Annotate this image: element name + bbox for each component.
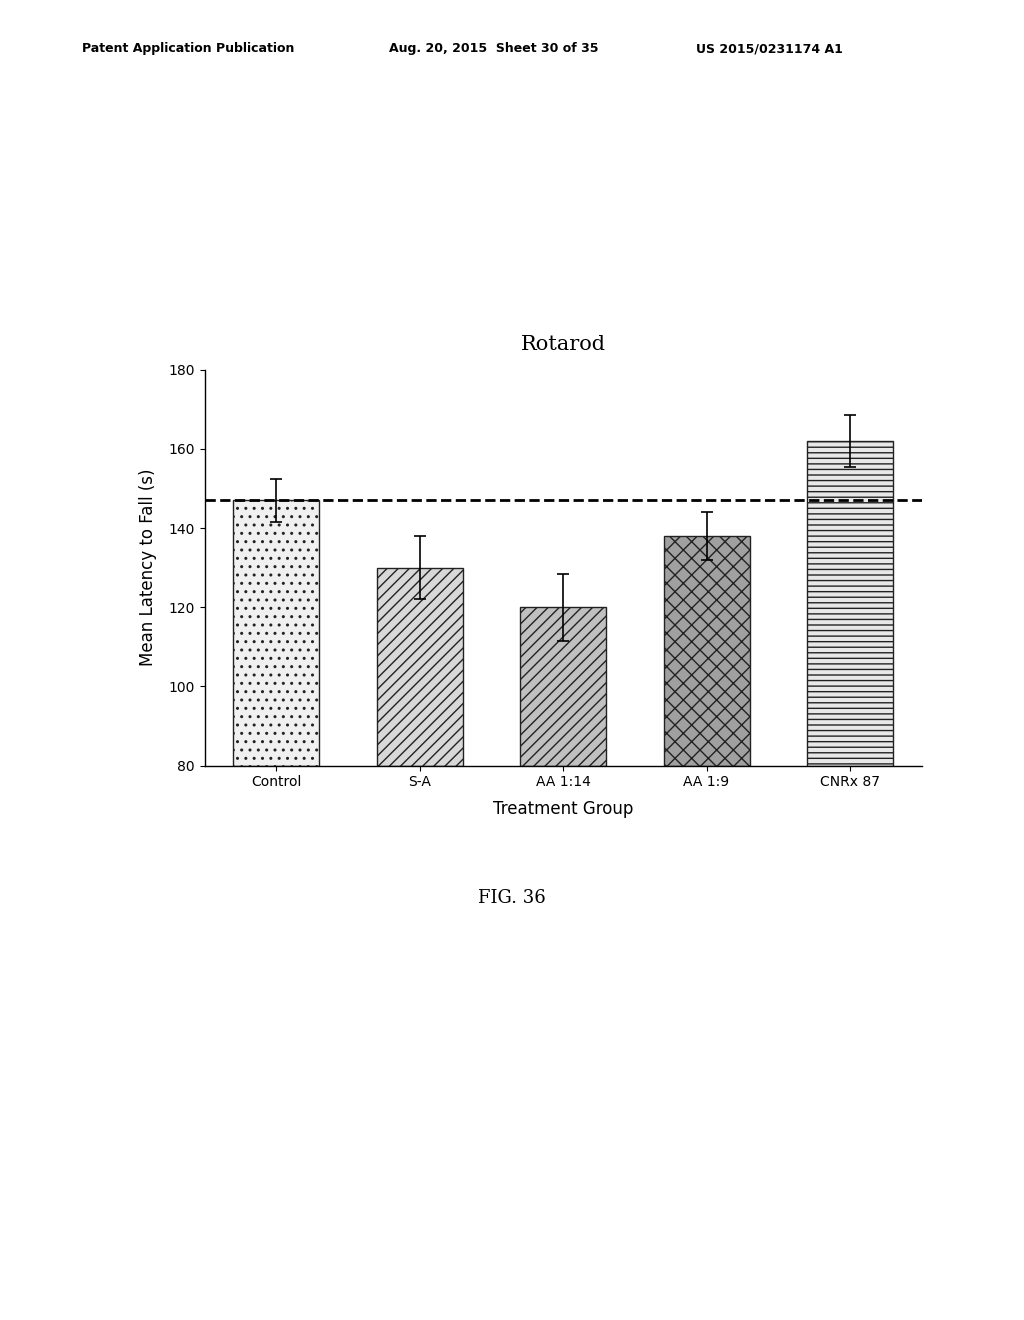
Bar bbox=[807, 441, 893, 766]
Bar bbox=[520, 607, 606, 766]
Text: Aug. 20, 2015  Sheet 30 of 35: Aug. 20, 2015 Sheet 30 of 35 bbox=[389, 42, 599, 55]
Bar bbox=[664, 536, 750, 766]
Bar bbox=[377, 568, 463, 766]
Text: US 2015/0231174 A1: US 2015/0231174 A1 bbox=[696, 42, 843, 55]
X-axis label: Treatment Group: Treatment Group bbox=[493, 800, 634, 818]
Text: FIG. 36: FIG. 36 bbox=[478, 888, 546, 907]
Title: Rotarod: Rotarod bbox=[520, 335, 606, 354]
Y-axis label: Mean Latency to Fall (s): Mean Latency to Fall (s) bbox=[139, 469, 158, 667]
Bar bbox=[233, 500, 319, 766]
Text: Patent Application Publication: Patent Application Publication bbox=[82, 42, 294, 55]
